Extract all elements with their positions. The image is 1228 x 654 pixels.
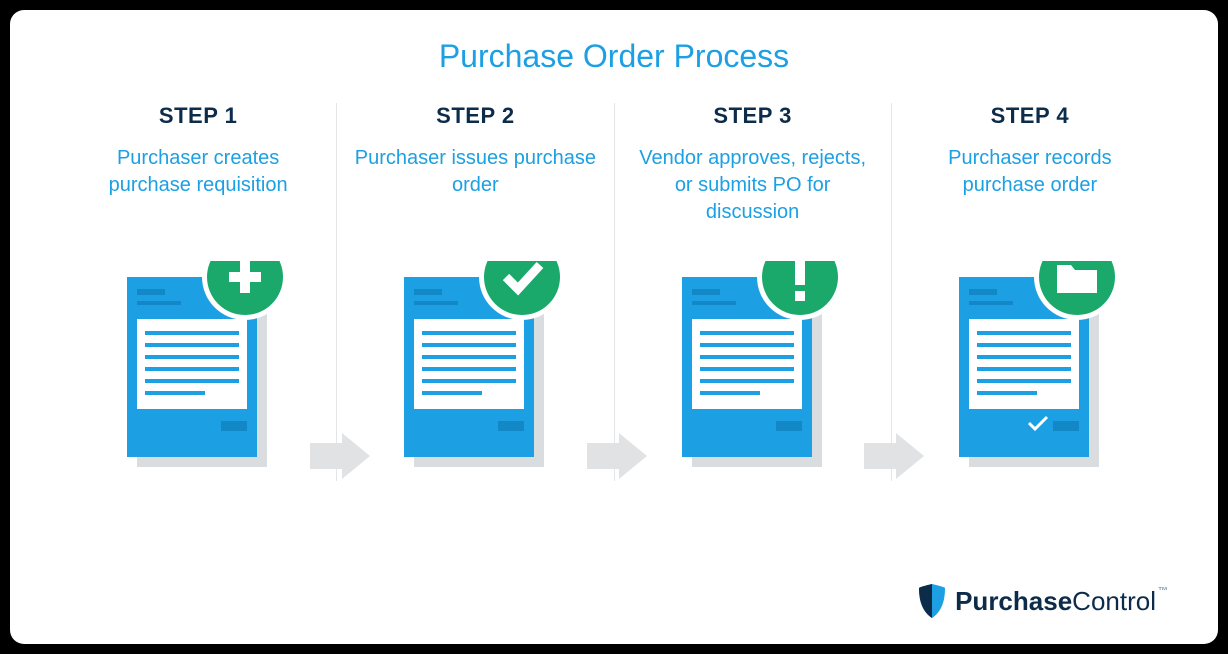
shield-icon <box>917 584 947 618</box>
title: Purchase Order Process <box>60 38 1168 75</box>
brand-bold: Purchase <box>955 586 1072 616</box>
step-1: STEP 1 Purchaser creates purchase requis… <box>60 103 336 481</box>
infographic-card: Purchase Order Process STEP 1 Purchaser … <box>10 10 1218 644</box>
steps-row: STEP 1 Purchaser creates purchase requis… <box>60 103 1168 481</box>
arrow-2 <box>587 433 647 479</box>
step-4: STEP 4 Purchaser records purchase order <box>891 103 1168 481</box>
step-4-illustration <box>945 261 1115 481</box>
step-4-header: STEP 4 <box>900 103 1160 129</box>
brand-logo: PurchaseControl™ <box>917 584 1168 618</box>
step-1-illustration <box>113 261 283 481</box>
step-1-header: STEP 1 <box>68 103 328 129</box>
step-1-desc: Purchaser creates purchase requisition <box>68 145 328 253</box>
arrow-1 <box>310 433 370 479</box>
step-4-desc: Purchaser records purchase order <box>900 145 1160 253</box>
step-3-illustration <box>668 261 838 481</box>
arrow-3 <box>864 433 924 479</box>
step-2-illustration <box>390 261 560 481</box>
brand-tm: ™ <box>1158 586 1168 597</box>
step-2-header: STEP 2 <box>345 103 605 129</box>
brand-thin: Control <box>1072 586 1156 616</box>
step-3: STEP 3 Vendor approves, rejects, or subm… <box>614 103 891 481</box>
step-3-header: STEP 3 <box>623 103 883 129</box>
step-2: STEP 2 Purchaser issues purchase order <box>336 103 613 481</box>
brand-text: PurchaseControl™ <box>955 586 1168 617</box>
step-2-desc: Purchaser issues purchase order <box>345 145 605 253</box>
step-3-desc: Vendor approves, rejects, or submits PO … <box>623 145 883 253</box>
